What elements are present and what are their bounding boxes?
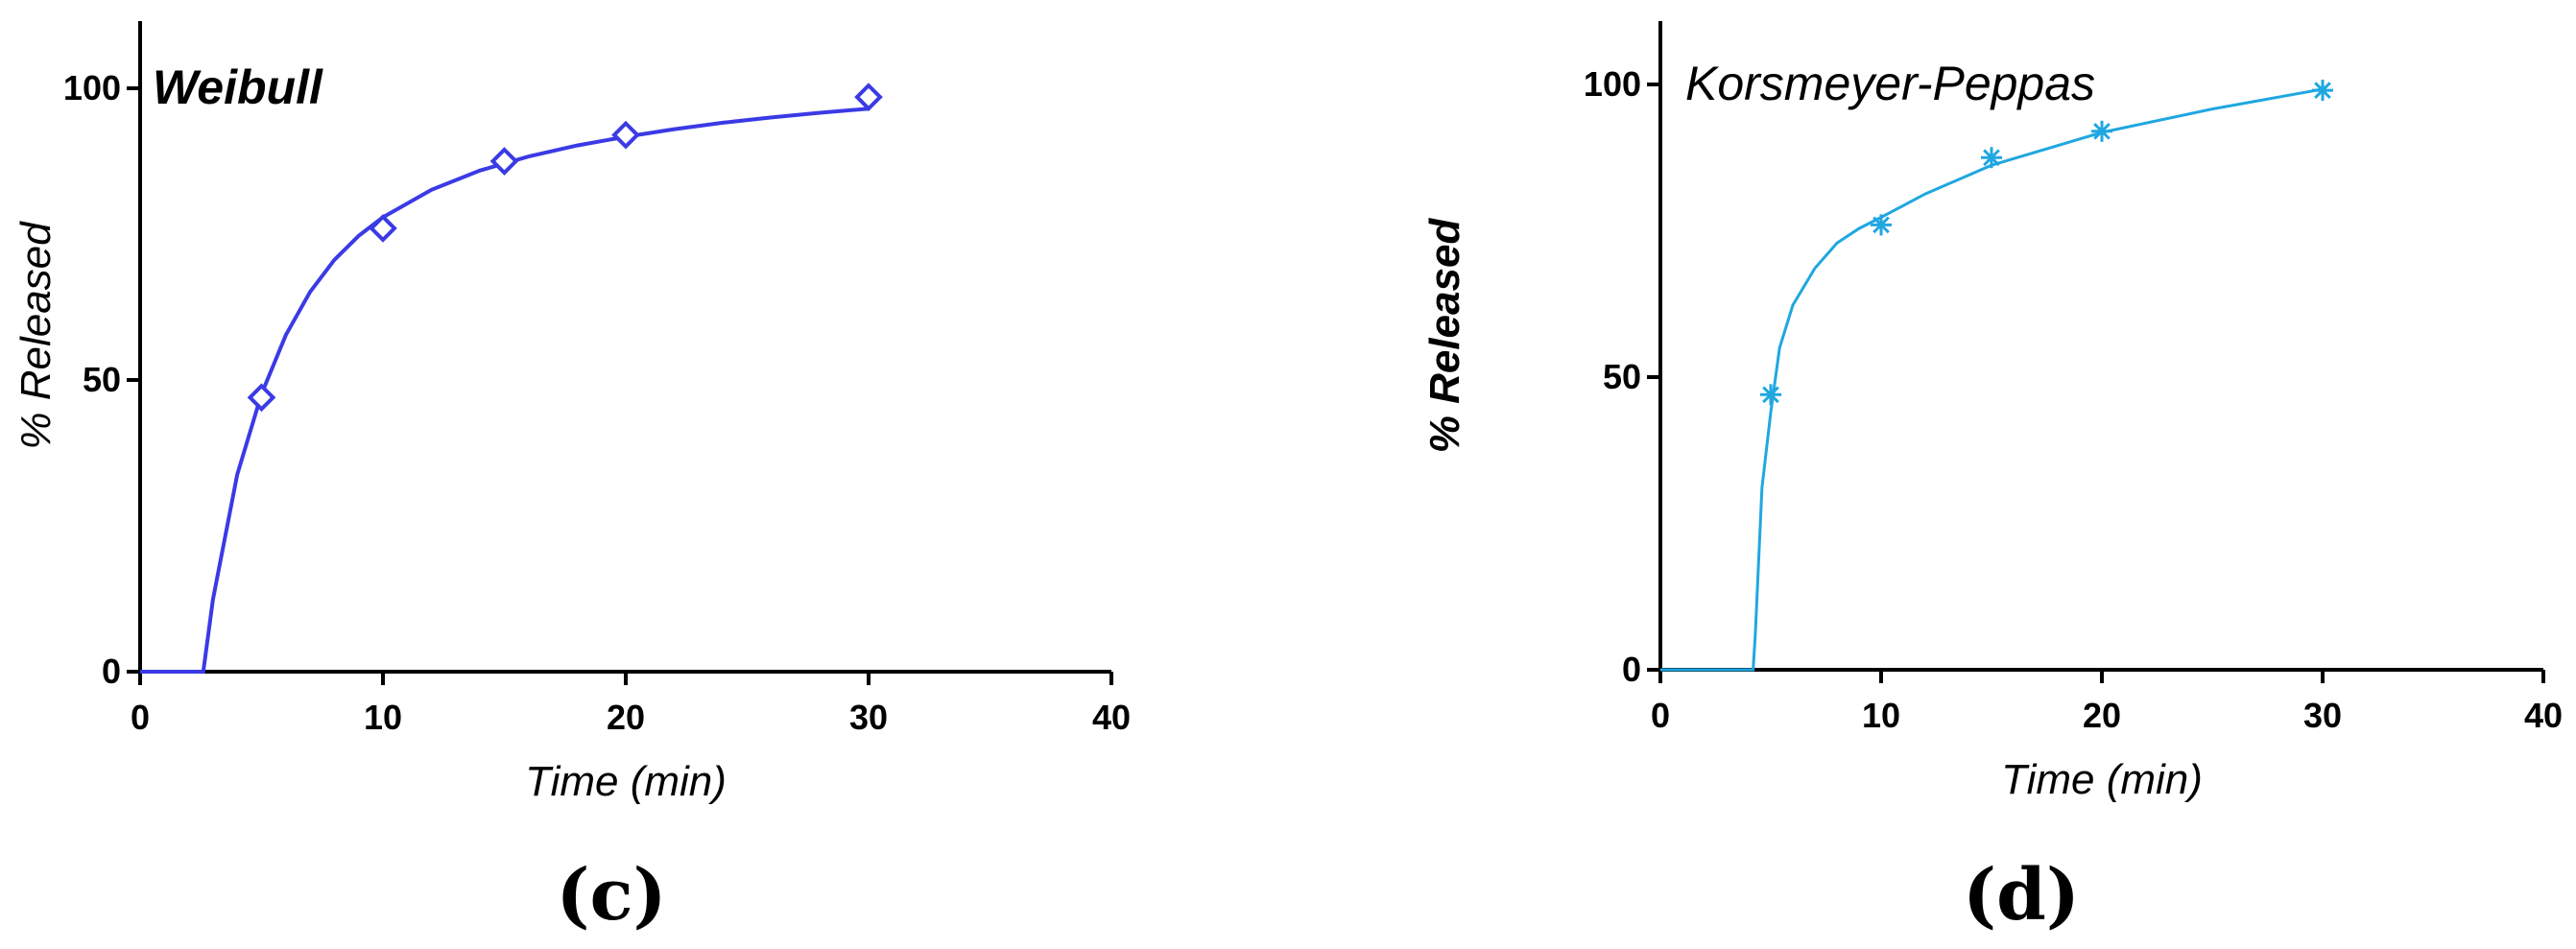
- panel-c-fit-curve: [140, 107, 870, 674]
- panel-c-data-point-2: [489, 147, 519, 176]
- panel-d-data-point-2: [1981, 147, 2002, 169]
- panel-d-data-point-1: [1871, 214, 1892, 236]
- panel-d-title: Korsmeyer-Peppas: [1685, 57, 2095, 110]
- panel-d-fit-curve: [1660, 87, 2324, 672]
- panel-d-korsmeyer-peppas: 0 10 20 30 40 0 50 100 Time (min) % Rele…: [1421, 21, 2563, 937]
- panel-d-y-axis-title: % Released: [1421, 218, 1468, 454]
- panel-c-x-tick-label-40: 40: [1092, 698, 1131, 737]
- panel-c-x-tick-label-10: 10: [364, 698, 402, 737]
- panel-c-x-tick-label-30: 30: [849, 698, 888, 737]
- panel-d-y-tick-label-0: 0: [1622, 650, 1641, 689]
- panel-d-x-tick-label-0: 0: [1651, 696, 1670, 735]
- panel-c-x-axis-title: Time (min): [525, 758, 727, 805]
- panel-d-data-point-0: [1760, 384, 1781, 406]
- panel-d-data-point-3: [2091, 120, 2112, 142]
- panel-d-y-tick-label-100: 100: [1584, 64, 1641, 104]
- panel-c-data-point-4: [854, 83, 883, 111]
- panel-d-x-tick-label-30: 30: [2303, 696, 2342, 735]
- panel-c-y-tick-label-0: 0: [102, 652, 121, 691]
- panel-d-data-points: [1760, 80, 2333, 406]
- panel-c-x-tick-label-0: 0: [131, 698, 150, 737]
- panel-d-x-tick-label-10: 10: [1862, 696, 1900, 735]
- panel-c-y-tick-label-50: 50: [83, 360, 121, 399]
- panel-c-weibull: 0 10 20 30 40 0 50 100 Time (min) % Rele…: [12, 21, 1131, 937]
- panel-d-x-tick-label-40: 40: [2524, 696, 2563, 735]
- panel-d-x-tick-label-20: 20: [2083, 696, 2121, 735]
- panel-c-y-axis-title: % Released: [12, 221, 60, 450]
- panel-c-title: Weibull: [153, 60, 323, 114]
- panel-c-x-tick-label-20: 20: [607, 698, 645, 737]
- panel-d-label: (d): [1963, 854, 2080, 937]
- panel-c-data-points: [247, 83, 883, 413]
- panel-c-y-tick-label-100: 100: [63, 68, 121, 107]
- panel-c-data-point-3: [611, 120, 640, 150]
- panel-d-x-axis-title: Time (min): [2001, 756, 2203, 803]
- panel-c-label: (c): [556, 854, 666, 937]
- panel-c-data-point-0: [247, 383, 276, 413]
- panel-c-data-point-1: [369, 214, 397, 243]
- panel-d-data-point-4: [2312, 80, 2333, 102]
- panel-d-y-tick-label-50: 50: [1603, 357, 1641, 396]
